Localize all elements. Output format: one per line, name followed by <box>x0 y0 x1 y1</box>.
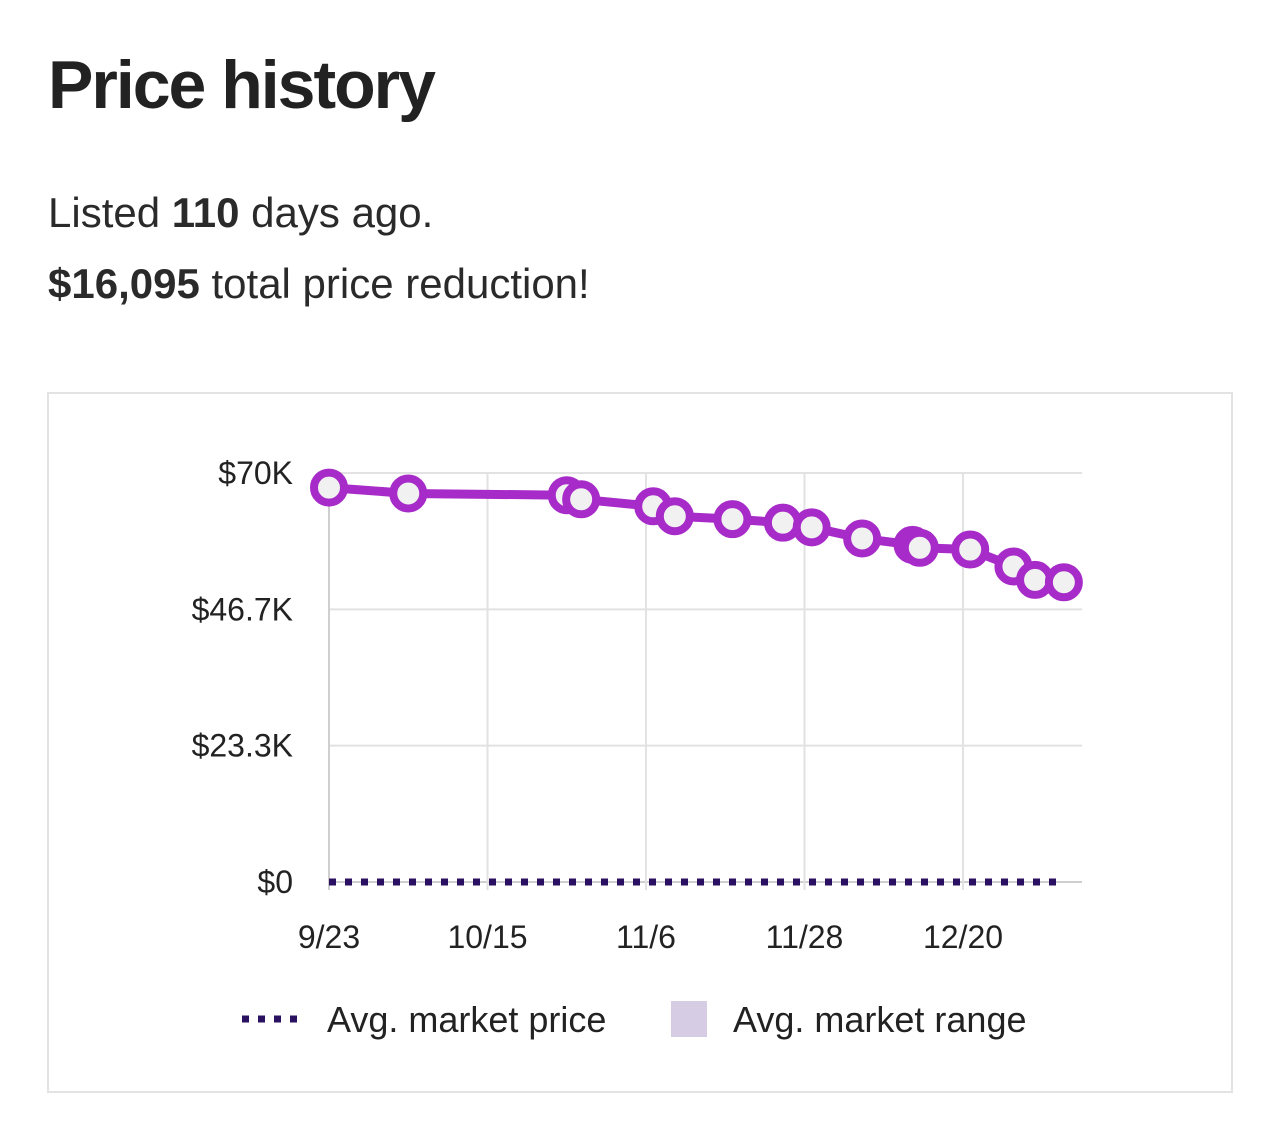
x-gridlines <box>328 473 964 890</box>
legend-avg-range-label: Avg. market range <box>733 999 1026 1040</box>
price-point[interactable] <box>1044 563 1083 602</box>
x-tick-label: 12/20 <box>923 919 1003 955</box>
y-tick-label: $46.7K <box>192 591 293 627</box>
legend-avg-price-label: Avg. market price <box>327 999 606 1040</box>
price-point[interactable] <box>900 528 939 567</box>
y-axis-labels: $0 $23.3K $46.7K $70K <box>192 455 293 900</box>
price-point[interactable] <box>310 468 348 507</box>
listed-days-count: 110 <box>171 189 240 236</box>
listing-price-series <box>324 483 1069 587</box>
x-tick-label: 11/28 <box>766 919 844 955</box>
price-point[interactable] <box>951 530 990 569</box>
price-history-chart-card: $0 $23.3K $46.7K $70K 9/23 10/15 11/6 11/28 12/… <box>47 392 1233 1093</box>
price-point[interactable] <box>843 519 882 558</box>
listing-price-points <box>310 468 1083 602</box>
listed-days-text: Listed 110 days ago. <box>48 188 433 238</box>
price-reduction-amount: $16,095 <box>48 260 200 307</box>
y-tick-label: $70K <box>218 455 293 491</box>
price-point[interactable] <box>655 497 694 536</box>
y-tick-label: $23.3K <box>192 728 293 764</box>
listed-suffix: days ago. <box>239 189 434 236</box>
listing-price-line <box>324 483 1069 587</box>
price-point[interactable] <box>389 474 428 513</box>
x-tick-label: 9/23 <box>298 919 360 955</box>
y-tick-label: $0 <box>257 864 293 900</box>
legend-avg-range-swatch <box>671 1001 707 1037</box>
x-tick-label: 10/15 <box>447 919 527 955</box>
listed-prefix: Listed <box>48 189 172 236</box>
price-history-chart[interactable]: $0 $23.3K $46.7K $70K 9/23 10/15 11/6 11/28 12/… <box>49 394 1231 1091</box>
x-tick-label: 11/6 <box>616 919 676 955</box>
price-reduction-text: $16,095 total price reduction! <box>48 259 590 309</box>
page-title: Price history <box>48 47 436 123</box>
price-reduction-suffix: total price reduction! <box>199 260 590 307</box>
price-point[interactable] <box>713 500 752 539</box>
price-point[interactable] <box>792 508 831 547</box>
price-point[interactable] <box>562 480 601 519</box>
x-axis-labels: 9/23 10/15 11/6 11/28 12/20 <box>298 919 1003 955</box>
chart-legend: Avg. market price Avg. market range <box>242 999 1026 1040</box>
